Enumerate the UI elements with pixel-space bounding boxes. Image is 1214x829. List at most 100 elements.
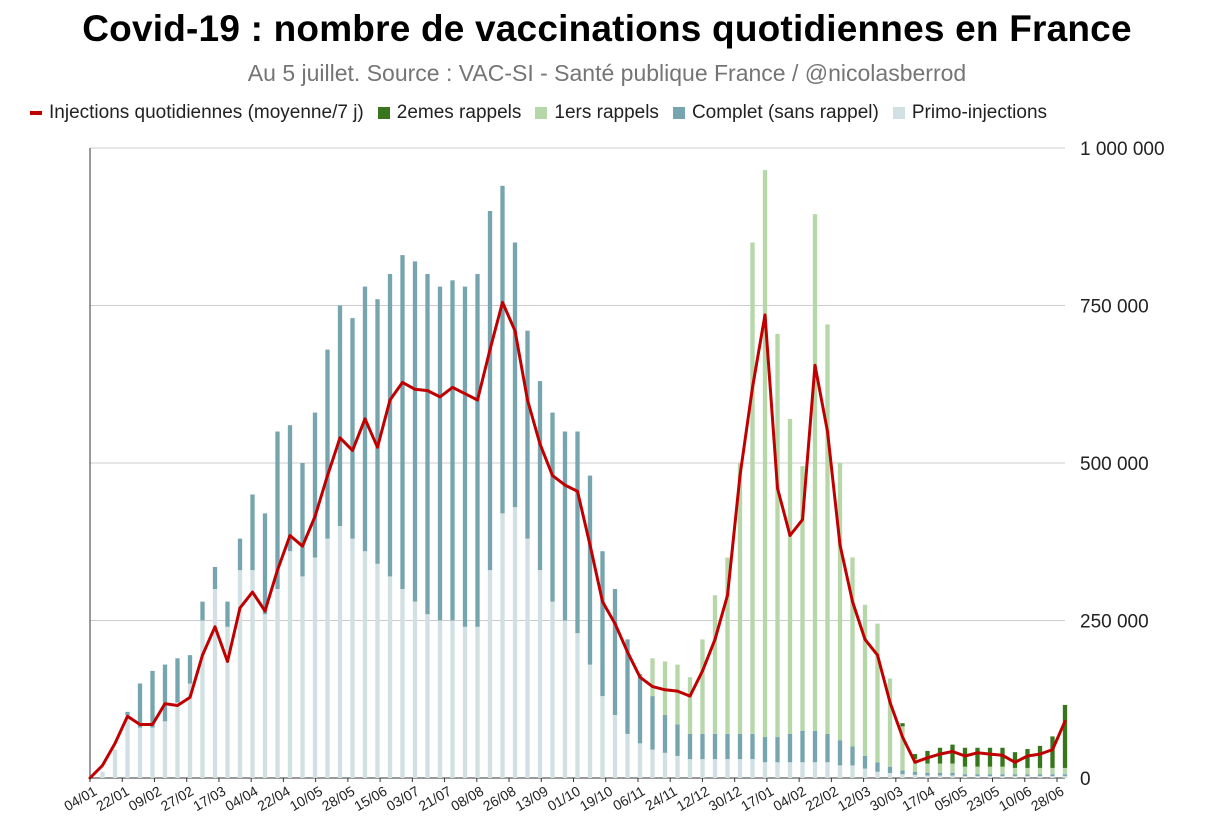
- bar-primo: [125, 715, 130, 778]
- bar-primo: [150, 727, 155, 778]
- bar-complet: [425, 274, 430, 615]
- bar-complet: [900, 770, 905, 775]
- bar-rappels1: [675, 664, 680, 725]
- bar-complet: [325, 349, 330, 539]
- bar-complet: [975, 774, 980, 777]
- bar-complet: [175, 658, 180, 703]
- bar-complet: [712, 733, 718, 760]
- bar-primo: [1025, 776, 1030, 778]
- x-tick-label: 22/02: [803, 783, 842, 814]
- x-tick-label: 28/06: [1028, 783, 1067, 814]
- bar-primo: [137, 727, 143, 778]
- bar-primo: [875, 771, 880, 778]
- bar-complet: [500, 185, 505, 514]
- bar-complet: [150, 670, 155, 728]
- bar-primo: [962, 776, 968, 778]
- bar-rappels2: [987, 747, 993, 767]
- bar-primo: [387, 576, 393, 778]
- bar-primo: [650, 749, 655, 778]
- bar-primo: [800, 762, 805, 778]
- bar-complet: [387, 274, 393, 577]
- legend-swatch-rappels2: [377, 107, 390, 119]
- bar-rappels1: [800, 466, 805, 731]
- bar-primo: [825, 762, 830, 778]
- x-tick-label: 28/05: [319, 783, 358, 814]
- bar-primo: [1000, 776, 1005, 778]
- legend-label-rappels2: 2emes rappels: [396, 102, 522, 123]
- x-tick-label: 23/05: [964, 783, 1003, 814]
- x-tick-label: 03/07: [383, 783, 422, 814]
- bar-complet: [125, 711, 130, 715]
- y-tick-label: 250 000: [1080, 612, 1149, 633]
- bar-complet: [450, 280, 455, 621]
- bar-rappels1: [1012, 767, 1018, 775]
- x-tick-label: 17/04: [899, 783, 938, 814]
- bar-complet: [512, 242, 518, 508]
- bar-primo: [750, 759, 755, 778]
- bar-primo: [587, 664, 593, 778]
- bar-primo: [187, 683, 193, 778]
- bar-rappels1: [937, 763, 943, 773]
- bar-primo: [900, 774, 905, 778]
- bar-primo: [625, 733, 630, 778]
- bar-rappels2: [950, 744, 955, 764]
- bar-primo: [412, 601, 418, 778]
- x-tick-label: 24/11: [642, 783, 680, 814]
- bar-complet: [337, 305, 343, 526]
- bar-complet: [1037, 774, 1043, 777]
- bar-complet: [700, 733, 705, 760]
- legend-item-rappels1: 1ers rappels: [535, 102, 659, 124]
- bar-rappels2: [1062, 704, 1068, 768]
- bar-complet: [862, 755, 868, 769]
- bar-primo: [787, 762, 793, 778]
- bar-primo: [450, 620, 455, 778]
- bar-rappels1: [662, 661, 668, 715]
- bar-complet: [537, 381, 543, 571]
- bar-primo: [700, 759, 705, 778]
- bar-rappels1: [1050, 767, 1055, 775]
- bar-primo: [500, 513, 505, 778]
- bar-rappels1: [887, 678, 893, 767]
- bar-complet: [212, 566, 218, 589]
- injections-average-line: [88, 300, 1067, 780]
- y-tick-label: 1 000 000: [1080, 139, 1165, 160]
- bar-complet: [787, 733, 793, 763]
- bar-rappels1: [850, 557, 855, 747]
- y-tick-label: 500 000: [1080, 454, 1149, 475]
- bar-complet: [650, 696, 655, 750]
- legend-swatch-primo: [892, 107, 905, 119]
- bar-rappels1: [1000, 766, 1005, 775]
- bar-rappels1: [875, 623, 880, 763]
- bar-complet: [237, 538, 243, 571]
- bar-primo: [262, 614, 268, 778]
- bar-rappels1: [950, 763, 955, 773]
- bar-primo: [762, 762, 768, 778]
- bar-primo: [275, 589, 280, 778]
- x-tick-label: 30/03: [867, 783, 906, 814]
- bar-complet: [625, 639, 630, 734]
- bar-complet: [725, 733, 730, 760]
- bar-complet: [750, 733, 755, 760]
- bar-complet: [200, 601, 205, 621]
- bar-primo: [775, 762, 780, 778]
- bar-complet: [962, 774, 968, 777]
- bar-primo: [737, 759, 743, 778]
- bar-complet: [987, 774, 993, 777]
- bar-primo: [912, 774, 918, 778]
- bar-rappels2: [900, 723, 905, 727]
- bar-rappels1: [812, 214, 818, 731]
- x-tick-label: 17/03: [190, 783, 229, 814]
- bar-rappels1: [650, 658, 655, 697]
- bar-complet: [300, 463, 305, 577]
- bar-rappels2: [1025, 749, 1030, 768]
- bar-rappels1: [750, 242, 755, 734]
- bar-primo: [425, 614, 430, 778]
- x-tick-label: 01/10: [545, 783, 584, 814]
- bar-complet: [762, 737, 768, 763]
- bar-primo: [725, 759, 730, 778]
- bar-rappels2: [1012, 752, 1018, 768]
- bar-complet: [587, 475, 593, 665]
- bar-primo: [312, 557, 318, 778]
- x-tick-label: 15/06: [351, 783, 390, 814]
- bar-primo: [925, 775, 930, 778]
